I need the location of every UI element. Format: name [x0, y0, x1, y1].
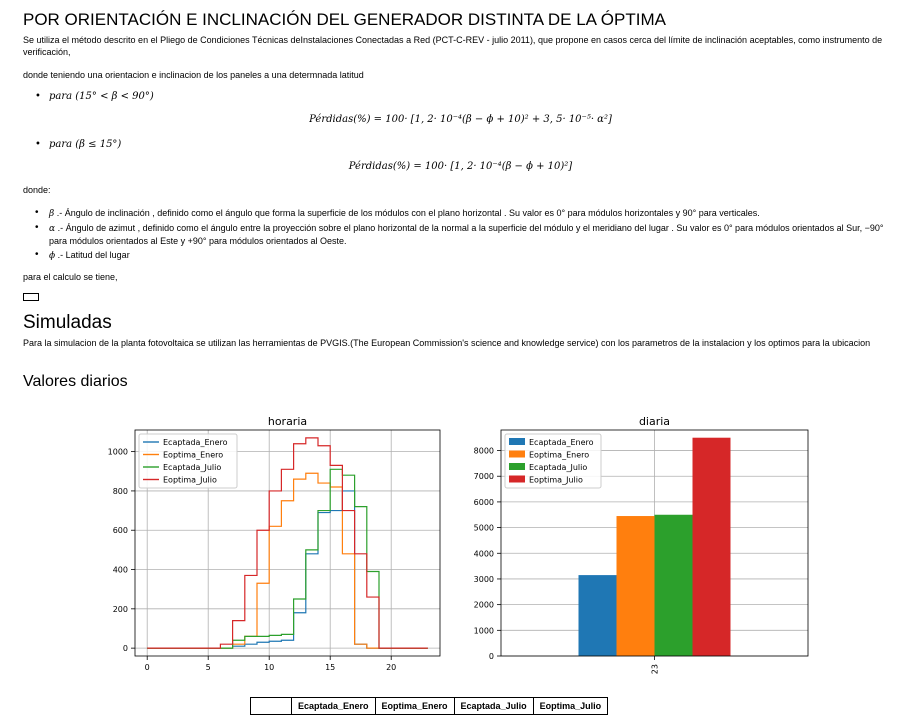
x-tick-label: 23 — [651, 664, 660, 674]
series-line-Ecaptada_Enero — [147, 490, 428, 649]
x-tick-label: 5 — [206, 663, 211, 672]
y-tick-label: 0 — [489, 652, 494, 661]
legend-label: Eoptima_Julio — [163, 476, 217, 485]
table-header-cell: Ecaptada_Julio — [453, 697, 534, 715]
y-tick-label: 4000 — [474, 549, 494, 558]
legend-label: Ecaptada_Enero — [529, 438, 594, 447]
y-tick-label: 8000 — [474, 447, 494, 456]
definitions-list: β .- Ángulo de inclinación , definido co… — [23, 207, 898, 262]
series-line-Eoptima_Julio — [147, 437, 428, 649]
legend-swatch — [509, 463, 525, 470]
case2-item: para (β ≤ 15°) — [23, 139, 898, 151]
legend-label: Ecaptada_Julio — [529, 463, 587, 472]
y-tick-label: 400 — [113, 566, 128, 575]
x-tick-label: 0 — [145, 663, 150, 672]
intro-paragraph: Se utiliza el método descrito en el Plie… — [23, 35, 883, 57]
legend-label: Ecaptada_Enero — [163, 438, 228, 447]
y-tick-label: 3000 — [474, 575, 494, 584]
definition-phi-text: .- Latitud del lugar — [55, 250, 130, 260]
table-header-cell — [250, 697, 292, 715]
y-tick-label: 7000 — [474, 472, 494, 481]
legend-box — [504, 433, 602, 489]
equation-2: Pérdidas(%) = 100· [1, 2· 10⁻⁴(β − ϕ + 1… — [348, 161, 573, 172]
definition-alpha: α .- Ángulo de azimut , definido como el… — [23, 222, 898, 247]
given-paragraph: donde teniendo una orientacion e inclina… — [23, 70, 364, 80]
case1-list: para (15° < β < 90°) — [23, 91, 898, 103]
empty-output-box — [23, 293, 39, 301]
table-header-cell: Eoptima_Julio — [532, 697, 609, 715]
results-table: Ecaptada_Enero Eoptima_Enero Ecaptada_Juli… — [250, 697, 609, 715]
chart-diaria: diaria 0 1000 2000 3000 4000 5000 6000 7000 8000 2… — [474, 415, 809, 674]
chart-horaria-title: horaria — [268, 415, 307, 428]
plot-frame — [134, 429, 441, 657]
x-tick-label: 20 — [386, 663, 396, 672]
y-tick-label: 800 — [113, 487, 128, 496]
bar-Eoptima_Julio — [692, 437, 731, 656]
symbol-phi: ϕ — [49, 251, 56, 261]
case1-item: para (15° < β < 90°) — [23, 91, 898, 103]
definition-beta: β .- Ángulo de inclinación , definido co… — [23, 207, 898, 220]
where-label: donde: — [23, 185, 51, 195]
y-tick-label: 6000 — [474, 498, 494, 507]
legend-swatch — [509, 450, 525, 458]
definition-phi: ϕ .- Latitud del lugar — [23, 249, 898, 262]
case2-list: para (β ≤ 15°) — [23, 139, 898, 151]
section-title-valores-diarios: Valores diarios — [23, 373, 128, 390]
table-header-row: Ecaptada_Enero Eoptima_Enero Ecaptada_Juli… — [250, 697, 609, 715]
definition-beta-text: .- Ángulo de inclinación , definido como… — [54, 208, 760, 218]
bar-Ecaptada_Julio — [654, 514, 693, 656]
y-tick-label: 200 — [113, 605, 128, 614]
series-line-Ecaptada_Julio — [147, 468, 428, 649]
table-header-cell: Ecaptada_Enero — [291, 697, 376, 715]
chart-horaria-legend: Ecaptada_Enero Eoptima_Enero Ecaptada_Juli… — [138, 433, 238, 489]
y-tick-label: 600 — [113, 526, 128, 535]
simulation-paragraph: Para la simulacion de la planta fotovolt… — [23, 338, 871, 348]
y-tick-label: 1000 — [474, 626, 494, 635]
chart-diaria-title: diaria — [639, 415, 670, 428]
legend-label: Ecaptada_Julio — [163, 463, 221, 472]
y-tick-label: 2000 — [474, 601, 494, 610]
y-tick-label: 0 — [123, 644, 128, 653]
plot-frame — [500, 429, 809, 657]
definition-alpha-text: .- Ángulo de azimut , definido como el á… — [49, 223, 884, 246]
chart-diaria-legend: Ecaptada_Enero Eoptima_Enero Ecaptada_Juli… — [504, 433, 602, 489]
y-tick-label: 1000 — [108, 448, 128, 457]
legend-label: Eoptima_Julio — [529, 476, 583, 485]
legend-swatch — [509, 438, 525, 445]
legend-label: Eoptima_Enero — [529, 451, 589, 460]
series-line-Eoptima_Enero — [147, 472, 428, 649]
calc-paragraph: para el calculo se tiene, — [23, 272, 118, 282]
bar-Eoptima_Enero — [616, 516, 655, 656]
symbol-alpha: α — [49, 224, 56, 234]
legend-swatch — [509, 475, 525, 483]
section-title-simuladas: Simuladas — [23, 312, 112, 333]
equation-1: Pérdidas(%) = 100· [1, 2· 10⁻⁴(β − ϕ + 1… — [309, 114, 612, 125]
y-tick-label: 5000 — [474, 524, 494, 533]
bar-Ecaptada_Enero — [578, 575, 617, 656]
legend-label: Eoptima_Enero — [163, 451, 223, 460]
symbol-beta: β — [49, 209, 55, 219]
legend-box — [138, 433, 238, 489]
x-tick-label: 15 — [325, 663, 335, 672]
table-header-cell: Eoptima_Enero — [374, 697, 455, 715]
x-tick-label: 10 — [264, 663, 274, 672]
section-title-orientation: POR ORIENTACIÓN E INCLINACIÓN DEL GENERA… — [23, 10, 666, 29]
